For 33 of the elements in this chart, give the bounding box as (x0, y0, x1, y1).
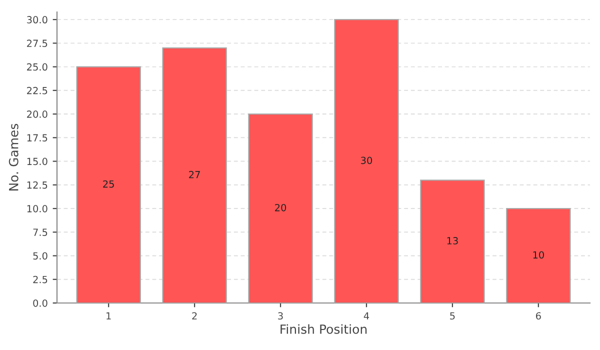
y-axis-title: No. Games (8, 124, 18, 190)
y-tick-label: 27.5 (27, 40, 48, 48)
bar (162, 47, 227, 303)
y-tick-label: 17.5 (27, 134, 48, 142)
y-tick-label: 15.0 (27, 158, 48, 166)
x-tick-label: 1 (106, 312, 111, 320)
x-axis-title: Finish Position (280, 324, 367, 334)
x-tick-label: 5 (450, 312, 455, 320)
y-tick-label: 10.0 (27, 204, 48, 212)
bar (420, 180, 485, 303)
y-tick-label: 0.0 (33, 299, 48, 307)
y-tick-label: 2.5 (33, 276, 48, 284)
y-tick-label: 30.0 (27, 16, 48, 24)
y-tick-label: 12.5 (27, 181, 48, 189)
bar (248, 113, 313, 303)
data-label: 25 (103, 180, 114, 188)
data-label: 13 (447, 237, 458, 244)
x-tick-label: 4 (364, 312, 370, 320)
y-tick-label: 22.5 (27, 86, 48, 94)
y-tick-label: 20.0 (27, 110, 48, 118)
data-label: 27 (189, 170, 200, 178)
bar (76, 66, 141, 303)
y-tick-label: 25.0 (27, 63, 48, 71)
x-tick-label: 6 (536, 312, 541, 320)
bar (334, 19, 399, 303)
data-label: 10 (533, 251, 544, 259)
y-tick-label: 7.5 (33, 228, 48, 236)
x-tick-label: 3 (278, 312, 283, 320)
data-label: 30 (361, 156, 372, 164)
y-tick-label: 5.0 (33, 252, 48, 260)
x-tick-label: 2 (192, 312, 197, 320)
data-label: 20 (275, 204, 286, 212)
bar (506, 208, 571, 303)
